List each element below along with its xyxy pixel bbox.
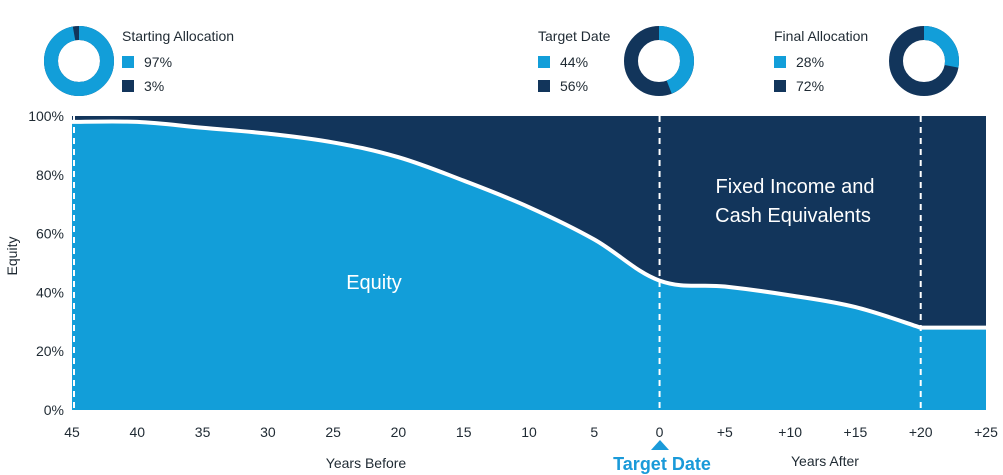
legend-title: Starting Allocation (122, 28, 235, 44)
fixed-income-swatch (122, 80, 134, 92)
allocation-donut (624, 26, 694, 96)
legend-equity-row: 97% (122, 54, 172, 70)
fixed-income-region-label-line1: Fixed Income and (716, 176, 875, 198)
x-tick-label: +15 (844, 424, 868, 440)
x-tick-label: 15 (456, 424, 472, 440)
x-tick-label: 5 (590, 424, 598, 440)
legend-equity-value: 28% (796, 54, 825, 70)
equity-area (72, 121, 986, 410)
y-tick-label: 80% (36, 167, 64, 183)
x-tick-label: 40 (129, 424, 145, 440)
x-tick-label: 0 (656, 424, 664, 440)
x-axis-label-after: Years After (791, 453, 859, 469)
y-tick-label: 20% (36, 343, 64, 359)
fixed-income-swatch (538, 80, 550, 92)
target-date-arrow (651, 440, 669, 450)
legend-fixed-row: 72% (774, 78, 824, 94)
x-tick-label: +25 (974, 424, 998, 440)
legend-equity-row: 44% (538, 54, 588, 70)
plot-area (71, 116, 986, 410)
legend-fixed-value: 3% (144, 78, 165, 94)
x-tick-label: +10 (778, 424, 802, 440)
legend-title: Target Date (538, 28, 611, 44)
legend-fixed-value: 56% (560, 78, 589, 94)
x-tick-label: +20 (909, 424, 933, 440)
legend-fixed-row: 56% (538, 78, 588, 94)
legend-title: Final Allocation (774, 28, 869, 44)
fixed-income-region-label-line2: Cash Equivalents (715, 205, 871, 227)
equity-region-label: Equity (346, 272, 402, 294)
y-tick-label: 40% (36, 284, 64, 300)
legend-equity-value: 97% (144, 54, 173, 70)
x-tick-label: 30 (260, 424, 276, 440)
allocation-donut (889, 26, 959, 96)
x-tick-label: 45 (64, 424, 80, 440)
donut-equity-slice (889, 26, 959, 96)
donut-equity-slice (624, 26, 694, 96)
y-tick-label: 0% (44, 402, 64, 418)
equity-swatch (538, 56, 550, 68)
target-date-label: Target Date (613, 454, 711, 474)
x-tick-label: 35 (195, 424, 211, 440)
x-tick-label: 20 (391, 424, 407, 440)
equity-curve-line (71, 119, 986, 330)
legend-equity-row: 28% (774, 54, 824, 70)
x-tick-label: 25 (325, 424, 341, 440)
x-tick-label: +5 (717, 424, 733, 440)
donut-equity-slice (44, 26, 114, 96)
equity-swatch (122, 56, 134, 68)
y-tick-label: 100% (28, 108, 64, 124)
fixed-income-swatch (774, 80, 786, 92)
x-axis-label-before: Years Before (326, 455, 407, 471)
y-axis-title: Equity (4, 237, 20, 276)
x-tick-label: 10 (521, 424, 537, 440)
legend-equity-value: 44% (560, 54, 589, 70)
y-tick-label: 60% (36, 226, 64, 242)
allocation-donut (44, 26, 114, 96)
legend-fixed-row: 3% (122, 78, 164, 94)
equity-swatch (774, 56, 786, 68)
legend-fixed-value: 72% (796, 78, 825, 94)
